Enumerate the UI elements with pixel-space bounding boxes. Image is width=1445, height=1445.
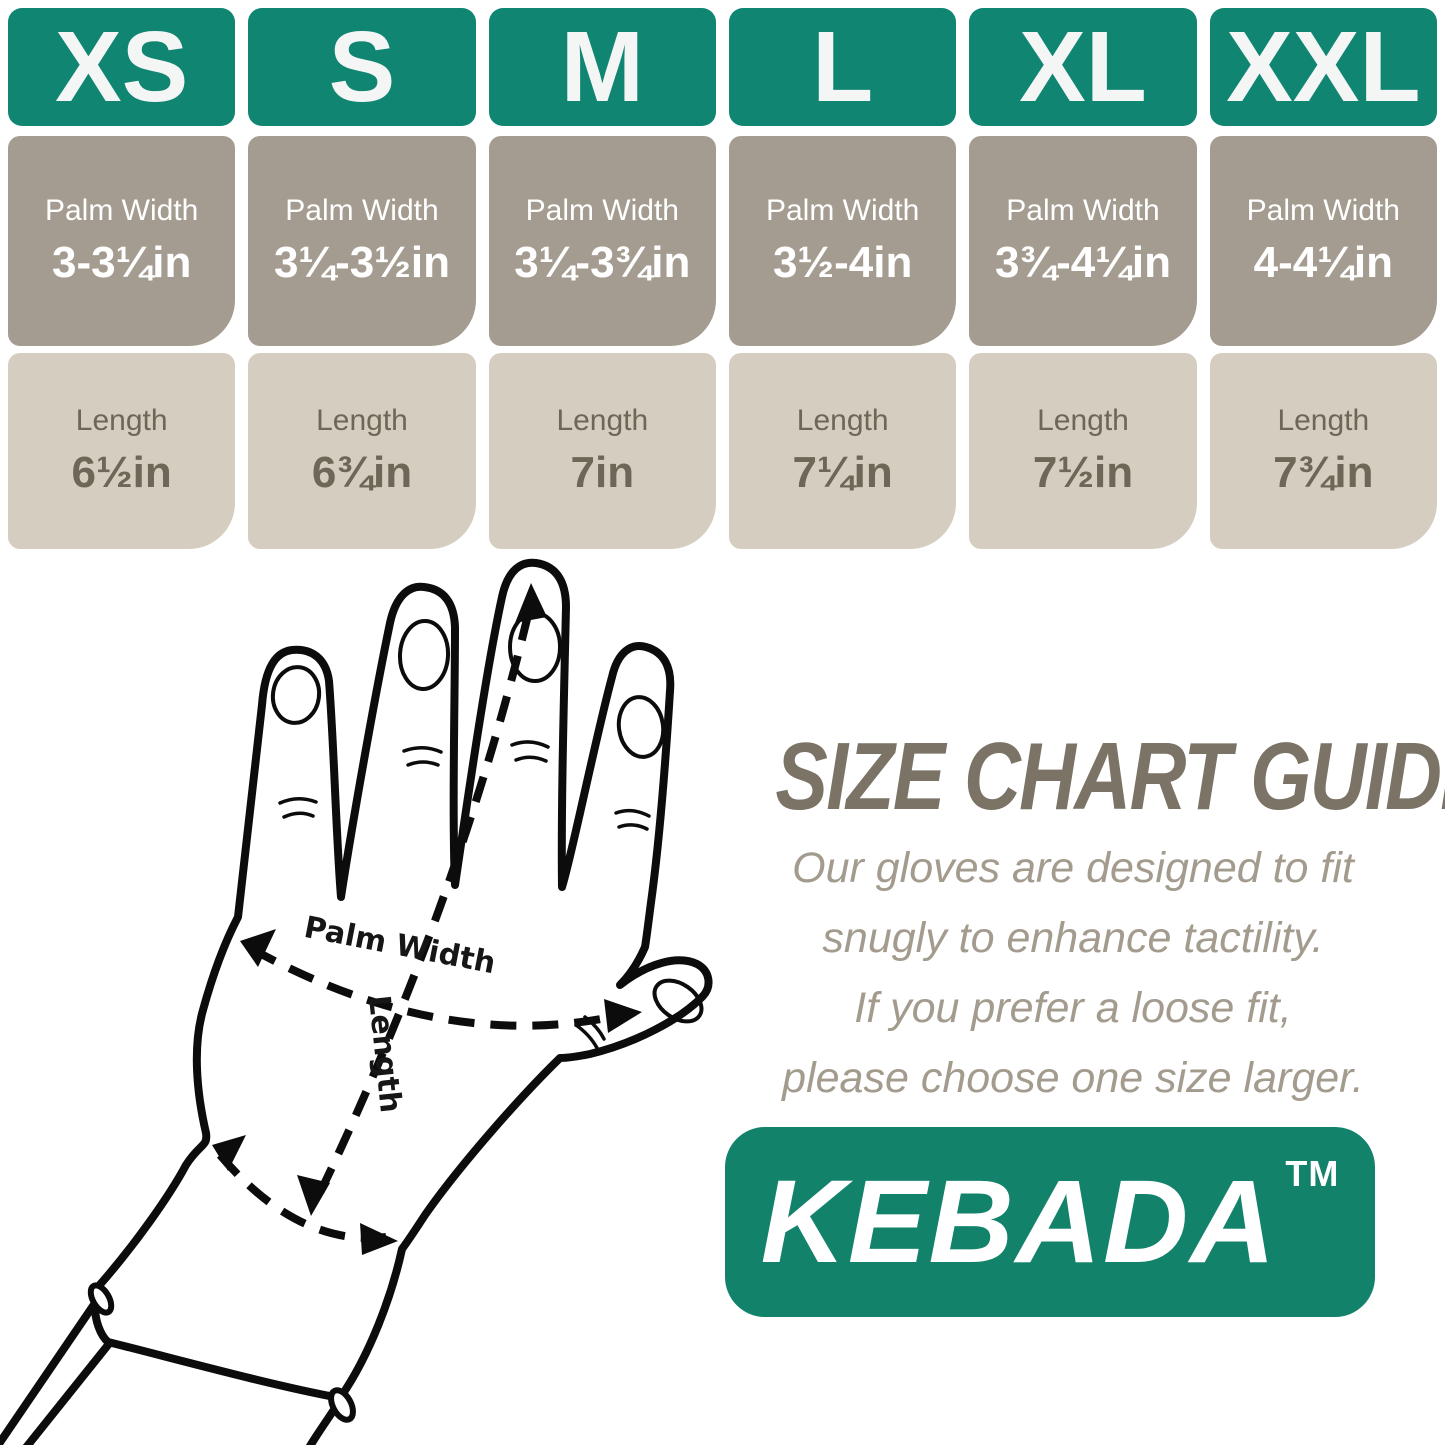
size-header: XXL [1209, 8, 1437, 126]
length-value: 6½in [71, 448, 172, 497]
size-label: XL [1019, 11, 1147, 123]
length-value: 7¾in [1273, 448, 1374, 497]
length-box: Length 7¼in [728, 353, 957, 549]
size-label: L [812, 11, 874, 123]
brand-name: KEBADA [760, 1156, 1278, 1288]
length-box: Length 7in [488, 353, 716, 549]
knuckle-crease [406, 760, 440, 767]
length-label: Length [316, 404, 408, 437]
cuff-loop [87, 1282, 115, 1316]
length-box: Length 7¾in [1209, 353, 1437, 549]
size-column: XL Palm Width 3¾-4¼in Length 7½in [969, 8, 1197, 549]
sleeve-line [0, 1299, 99, 1445]
arrowhead-palm-left [240, 929, 276, 967]
palm-width-label: Palm Width [765, 194, 920, 227]
brand-logo: KEBADA TM [725, 1127, 1375, 1317]
size-column: XS Palm Width 3-3¼in Length 6½in [8, 8, 236, 549]
palm-width-box: Palm Width 3½-4in [728, 136, 957, 346]
length-label: Length [1037, 404, 1129, 437]
palm-width-label: Palm Width [1006, 194, 1160, 227]
size-column: L Palm Width 3½-4in Length 7¼in [728, 8, 957, 549]
palm-width-value: 3¾-4¼in [994, 238, 1172, 287]
size-label: M [560, 11, 644, 123]
length-label: Length [796, 404, 889, 437]
arrowheads [212, 583, 642, 1255]
size-column: M Palm Width 3¼-3¾in Length 7in [488, 8, 716, 549]
arrowhead-palm-right [604, 999, 642, 1033]
palm-width-label: Palm Width [525, 194, 679, 227]
size-label: S [328, 11, 396, 123]
length-value: 6¾in [311, 448, 413, 497]
knuckle-crease [574, 1023, 599, 1050]
size-column: XXL Palm Width 4-4¼in Length 7¾in [1209, 8, 1437, 549]
cuff-loop [328, 1387, 356, 1423]
sleeve-line [22, 1341, 112, 1445]
guide-line: please choose one size larger. [782, 1054, 1364, 1102]
palm-width-value: 3¼-3¾in [514, 238, 691, 287]
guide-title: SIZE CHART GUIDE [775, 723, 1445, 830]
hand-diagram: Palm Width Length [0, 555, 740, 1445]
length-label: Length [1277, 404, 1370, 437]
arrowhead-wrist-right [360, 1223, 398, 1255]
size-header: L [728, 8, 957, 126]
palm-width-box: Palm Width 3¼-3½in [248, 136, 476, 346]
fingernail [270, 665, 322, 725]
palm-width-box: Palm Width 4-4¼in [1209, 136, 1437, 346]
guide-line: Our gloves are designed to fit [792, 844, 1354, 892]
palm-width-value: 3½-4in [772, 238, 913, 287]
palm-width-box: Palm Width 3-3¼in [8, 136, 236, 346]
guide-text: Our gloves are designed to fit snugly to… [710, 833, 1436, 1113]
fingernail [397, 619, 451, 691]
palm-width-label: Palm Width [1246, 194, 1400, 227]
palm-width-box: Palm Width 3¼-3¾in [488, 136, 716, 346]
size-label: XXL [1226, 11, 1421, 123]
length-value: 7¼in [792, 448, 893, 497]
fingernail [616, 695, 666, 759]
palm-width-value: 3-3¼in [51, 238, 192, 287]
length-label: Length [556, 404, 649, 437]
knuckle-creases [278, 740, 651, 1050]
size-header: S [248, 8, 476, 126]
palm-width-box: Palm Width 3¾-4¼in [969, 136, 1197, 346]
knuckle-crease [617, 823, 649, 831]
size-header: XL [969, 8, 1197, 126]
size-label: XS [54, 11, 189, 123]
knuckle-crease [514, 755, 548, 763]
knuckle-crease [282, 811, 315, 819]
length-box: Length 6½in [8, 353, 236, 549]
palm-width-label: Palm Width [44, 194, 199, 227]
length-value: 7in [570, 448, 635, 497]
hand-outline [91, 558, 713, 1402]
fingernails [270, 611, 704, 1024]
fingernail [652, 978, 704, 1024]
knuckle-crease [402, 746, 443, 754]
guide-line: If you prefer a loose fit, [854, 984, 1292, 1032]
length-arrow-line [314, 614, 532, 1199]
arrowhead-length-top [515, 583, 547, 623]
size-column: S Palm Width 3¼-3½in Length 6¾in [248, 8, 476, 549]
palm-width-arrow-line [250, 945, 631, 1030]
length-label: Length [75, 404, 168, 437]
cuff-loops [87, 1282, 356, 1423]
trademark-symbol: TM [1285, 1153, 1340, 1194]
length-box: Length 7½in [969, 353, 1197, 549]
size-table: XS Palm Width 3-3¼in Length 6½in S Palm … [0, 0, 1445, 549]
guide-line: snugly to enhance tactility. [822, 914, 1324, 962]
length-box: Length 6¾in [248, 353, 476, 549]
length-value: 7½in [1032, 448, 1134, 497]
palm-width-label: Palm Width [285, 194, 439, 227]
knuckle-crease [278, 797, 318, 805]
size-header: M [488, 8, 716, 126]
palm-width-value: 3¼-3½in [273, 238, 451, 287]
arrowhead-length-bottom [297, 1175, 330, 1216]
arrowhead-wrist-left [212, 1135, 246, 1171]
knuckle-crease [510, 740, 550, 749]
palm-width-value: 4-4¼in [1253, 238, 1394, 287]
size-header: XS [8, 8, 236, 126]
knuckle-crease [614, 808, 651, 818]
